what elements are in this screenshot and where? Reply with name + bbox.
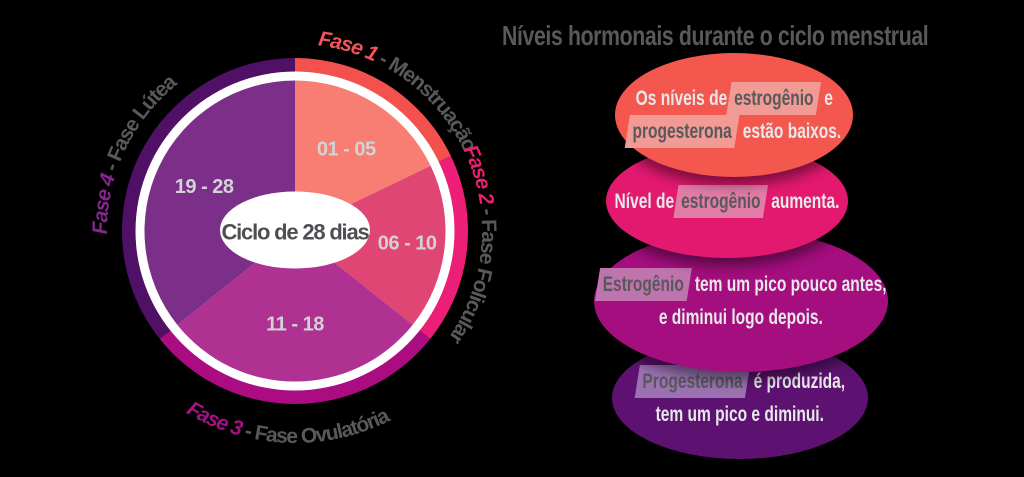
center-ellipse	[220, 191, 370, 269]
bubble-text-run: tem um pico e diminui.	[655, 403, 825, 426]
phase-arc-label: Fase 3 - Fase Ovulatória	[183, 397, 393, 448]
pie-slice	[177, 231, 413, 382]
pie-slice	[295, 80, 431, 231]
bubble-text-run: Os níveis de	[635, 87, 727, 110]
bubble-text-run: e	[819, 87, 833, 110]
slice-days-label: 11 - 18	[266, 313, 324, 335]
hormone-highlight: Estrogênio	[594, 268, 692, 301]
bubble-text-run: aumenta.	[766, 189, 840, 213]
bubble-text-line: progesterona estão baixos.	[625, 115, 842, 148]
bubble-text-run: é produzida,	[748, 370, 845, 393]
bubble-text-line: Nível de estrogênio aumenta.	[614, 184, 840, 218]
slice-days-label: 06 - 10	[378, 233, 437, 255]
hormone-highlight: estrogênio	[725, 82, 821, 115]
hormone-bubble-fase1: Os níveis de estrogênio e progesterona est…	[615, 53, 853, 177]
pie-slice	[295, 165, 446, 325]
bubble-text-run: estão baixos.	[738, 120, 842, 143]
center-label: Ciclo de 28 dias	[221, 220, 369, 245]
slice-days-label: 01 - 05	[317, 138, 376, 160]
bubble-text-line: Estrogênio tem um pico pouco antes,	[594, 268, 887, 301]
slice-days-label: 19 - 28	[175, 176, 234, 198]
bubble-text-line: e diminui logo depois.	[659, 301, 823, 334]
pie-slice	[144, 80, 295, 325]
bubble-text-run: Nível de	[614, 189, 675, 213]
bubble-text-line: Os níveis de estrogênio e	[635, 82, 833, 115]
bubble-text-line: Progesterona é produzida,	[634, 365, 845, 398]
bubble-text-run: tem um pico pouco antes,	[690, 273, 887, 296]
bubble-text-run: e diminui logo depois.	[658, 306, 824, 329]
hormone-highlight: progesterona	[625, 115, 741, 148]
bubble-text-line: tem um pico e diminui.	[656, 398, 824, 431]
hormone-highlight: estrogênio	[673, 184, 769, 218]
page-title: Níveis hormonais durante o ciclo menstru…	[502, 20, 929, 51]
